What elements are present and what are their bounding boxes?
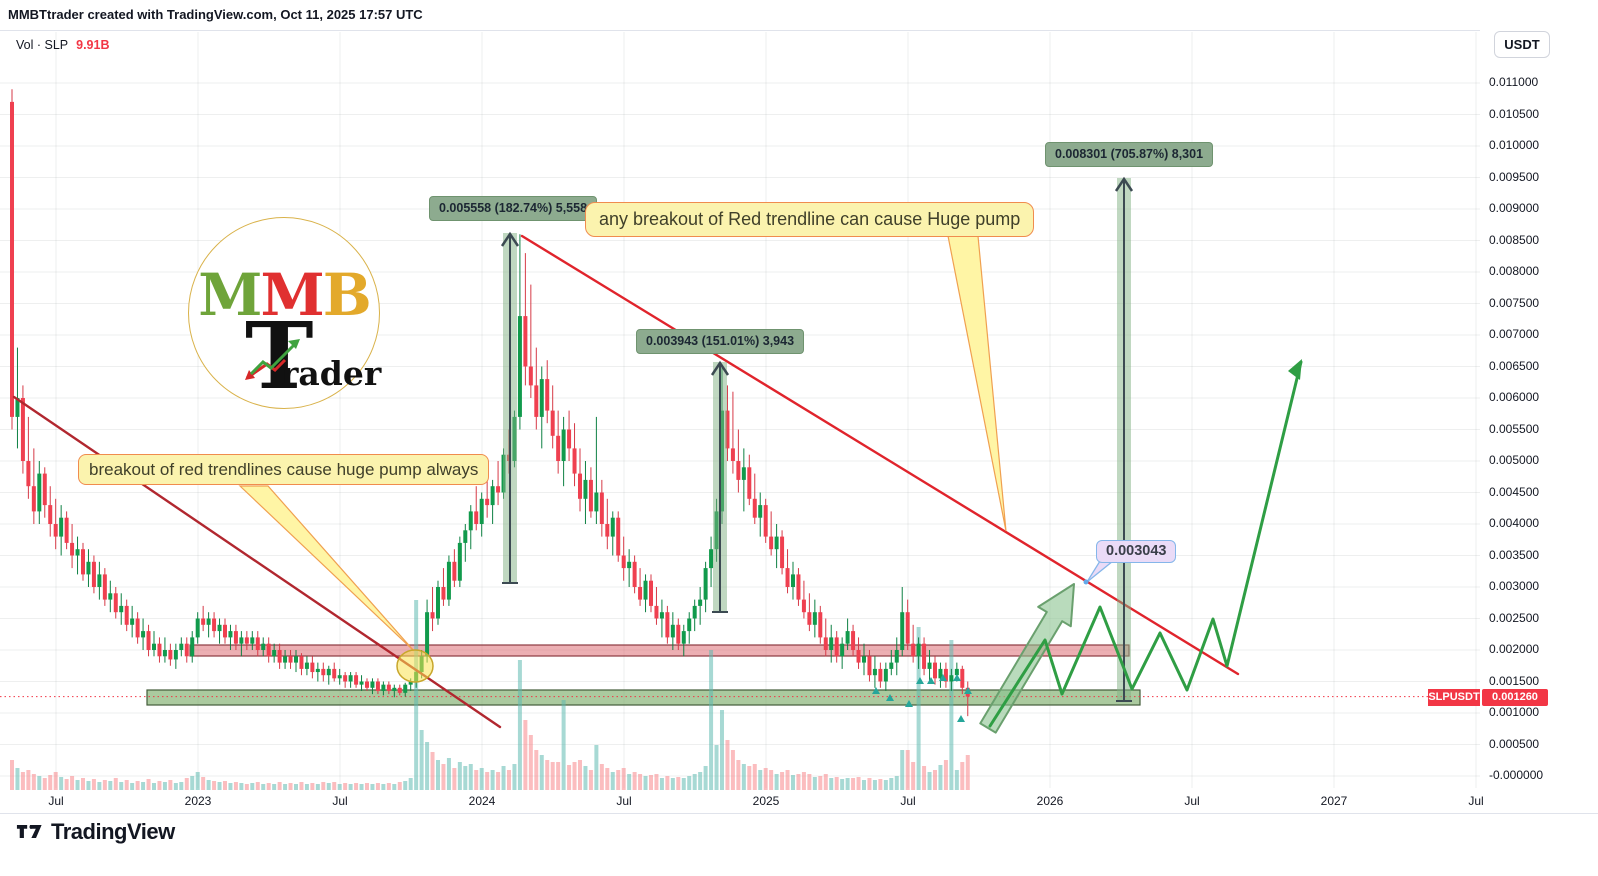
logo-letter-m-green: M — [198, 261, 262, 329]
price-tick-label: 0.007500 — [1489, 295, 1540, 310]
ticker-badge: SLPUSDT — [1428, 689, 1480, 706]
price-tick-label: 0.011000 — [1489, 75, 1539, 89]
price-target-bubble[interactable]: 0.003043 — [1096, 540, 1177, 563]
price-chart-svg — [0, 32, 1480, 790]
time-tick-label: 2023 — [184, 794, 212, 808]
price-axis[interactable]: 0.011000 0.010500 0.010000 0.009500 0.009000… — [1480, 30, 1598, 813]
logo-rader-text: rader — [281, 354, 382, 393]
price-tick-label: 0.009000 — [1489, 201, 1540, 215]
time-tick-label: Jul — [900, 794, 916, 808]
price-tick-label: 0.001000 — [1489, 705, 1540, 719]
time-tick-label: 2024 — [468, 794, 496, 808]
attribution-text: MMBTtrader created with TradingView.com,… — [8, 7, 423, 22]
time-tick-label: Jul — [1184, 794, 1200, 808]
price-tick-label: 0.005500 — [1489, 421, 1540, 436]
price-tick-label: 0.008000 — [1489, 264, 1540, 278]
logo-letter-b-gold: B — [322, 261, 372, 329]
footer: TradingView — [16, 818, 175, 845]
time-tick-label: 2026 — [1036, 794, 1064, 808]
price-tick-label: 0.009500 — [1489, 169, 1540, 184]
time-tick-label: Jul — [616, 794, 632, 808]
footer-divider — [0, 813, 1598, 814]
price-tick-label: 0.001500 — [1489, 673, 1540, 688]
time-tick-label: Jul — [1468, 794, 1484, 808]
time-axis[interactable]: Jul 2023 Jul 2024 Jul 2025 Jul 2026 Jul 2027 Jul — [0, 791, 1598, 813]
logo-mmb-letters: MMB — [189, 266, 379, 324]
tradingview-brand-text: TradingView — [51, 818, 175, 844]
price-tick-label: 0.004000 — [1489, 516, 1540, 530]
price-tick-label: 0.003500 — [1489, 547, 1540, 562]
price-tick-label: 0.010500 — [1489, 106, 1540, 121]
callout-breakout-huge-pump[interactable]: any breakout of Red trendline can cause … — [585, 202, 1035, 237]
price-tick-label: -0.000000 — [1489, 768, 1544, 782]
price-tick-label: 0.004500 — [1489, 484, 1540, 499]
time-tick-label: 2025 — [752, 794, 780, 808]
legend-label: Vol · SLP — [16, 38, 69, 52]
mmb-trader-logo: MMB T rader — [188, 217, 382, 410]
series-legend[interactable]: Vol · SLP 9.91B — [16, 38, 109, 52]
price-tick-label: 0.007000 — [1489, 327, 1540, 341]
price-tick-label: 0.008500 — [1489, 232, 1540, 247]
logo-zigzag-arrows-icon — [245, 339, 300, 380]
time-tick-label: 2027 — [1320, 794, 1348, 808]
price-tick-label: 0.000500 — [1489, 736, 1540, 751]
price-tick-label: 0.002000 — [1489, 642, 1540, 656]
price-tick-label: 0.002500 — [1489, 610, 1540, 625]
price-tick-label: 0.003000 — [1489, 579, 1540, 593]
measurement-label-2[interactable]: 0.003943 (151.01%) 3,943 — [636, 329, 805, 354]
time-tick-label: Jul — [332, 794, 348, 808]
logo-letter-m-red: M — [260, 261, 324, 329]
header-divider — [0, 30, 1598, 31]
price-tick-label: 0.010000 — [1489, 138, 1540, 152]
logo-letter-t: T — [245, 302, 314, 410]
callout-breakout-always[interactable]: breakout of red trendlines cause huge pu… — [78, 454, 490, 485]
legend-volume-value: 9.91B — [76, 38, 110, 52]
time-tick-label: Jul — [48, 794, 64, 808]
price-tick-label: 0.005000 — [1489, 453, 1540, 467]
measurement-label-3[interactable]: 0.008301 (705.87%) 8,301 — [1045, 142, 1214, 167]
chart-canvas[interactable]: Vol · SLP 9.91B MMB T rader 0.005558 (182… — [0, 30, 1480, 813]
price-tick-label: 0.006500 — [1489, 358, 1540, 373]
measurement-label-1[interactable]: 0.005558 (182.74%) 5,558 — [429, 196, 598, 221]
last-price-badge: 0.001260 — [1482, 689, 1548, 706]
currency-toggle-button[interactable]: USDT — [1494, 31, 1550, 58]
tradingview-logo-icon[interactable] — [16, 818, 43, 845]
price-tick-label: 0.006000 — [1489, 390, 1540, 404]
